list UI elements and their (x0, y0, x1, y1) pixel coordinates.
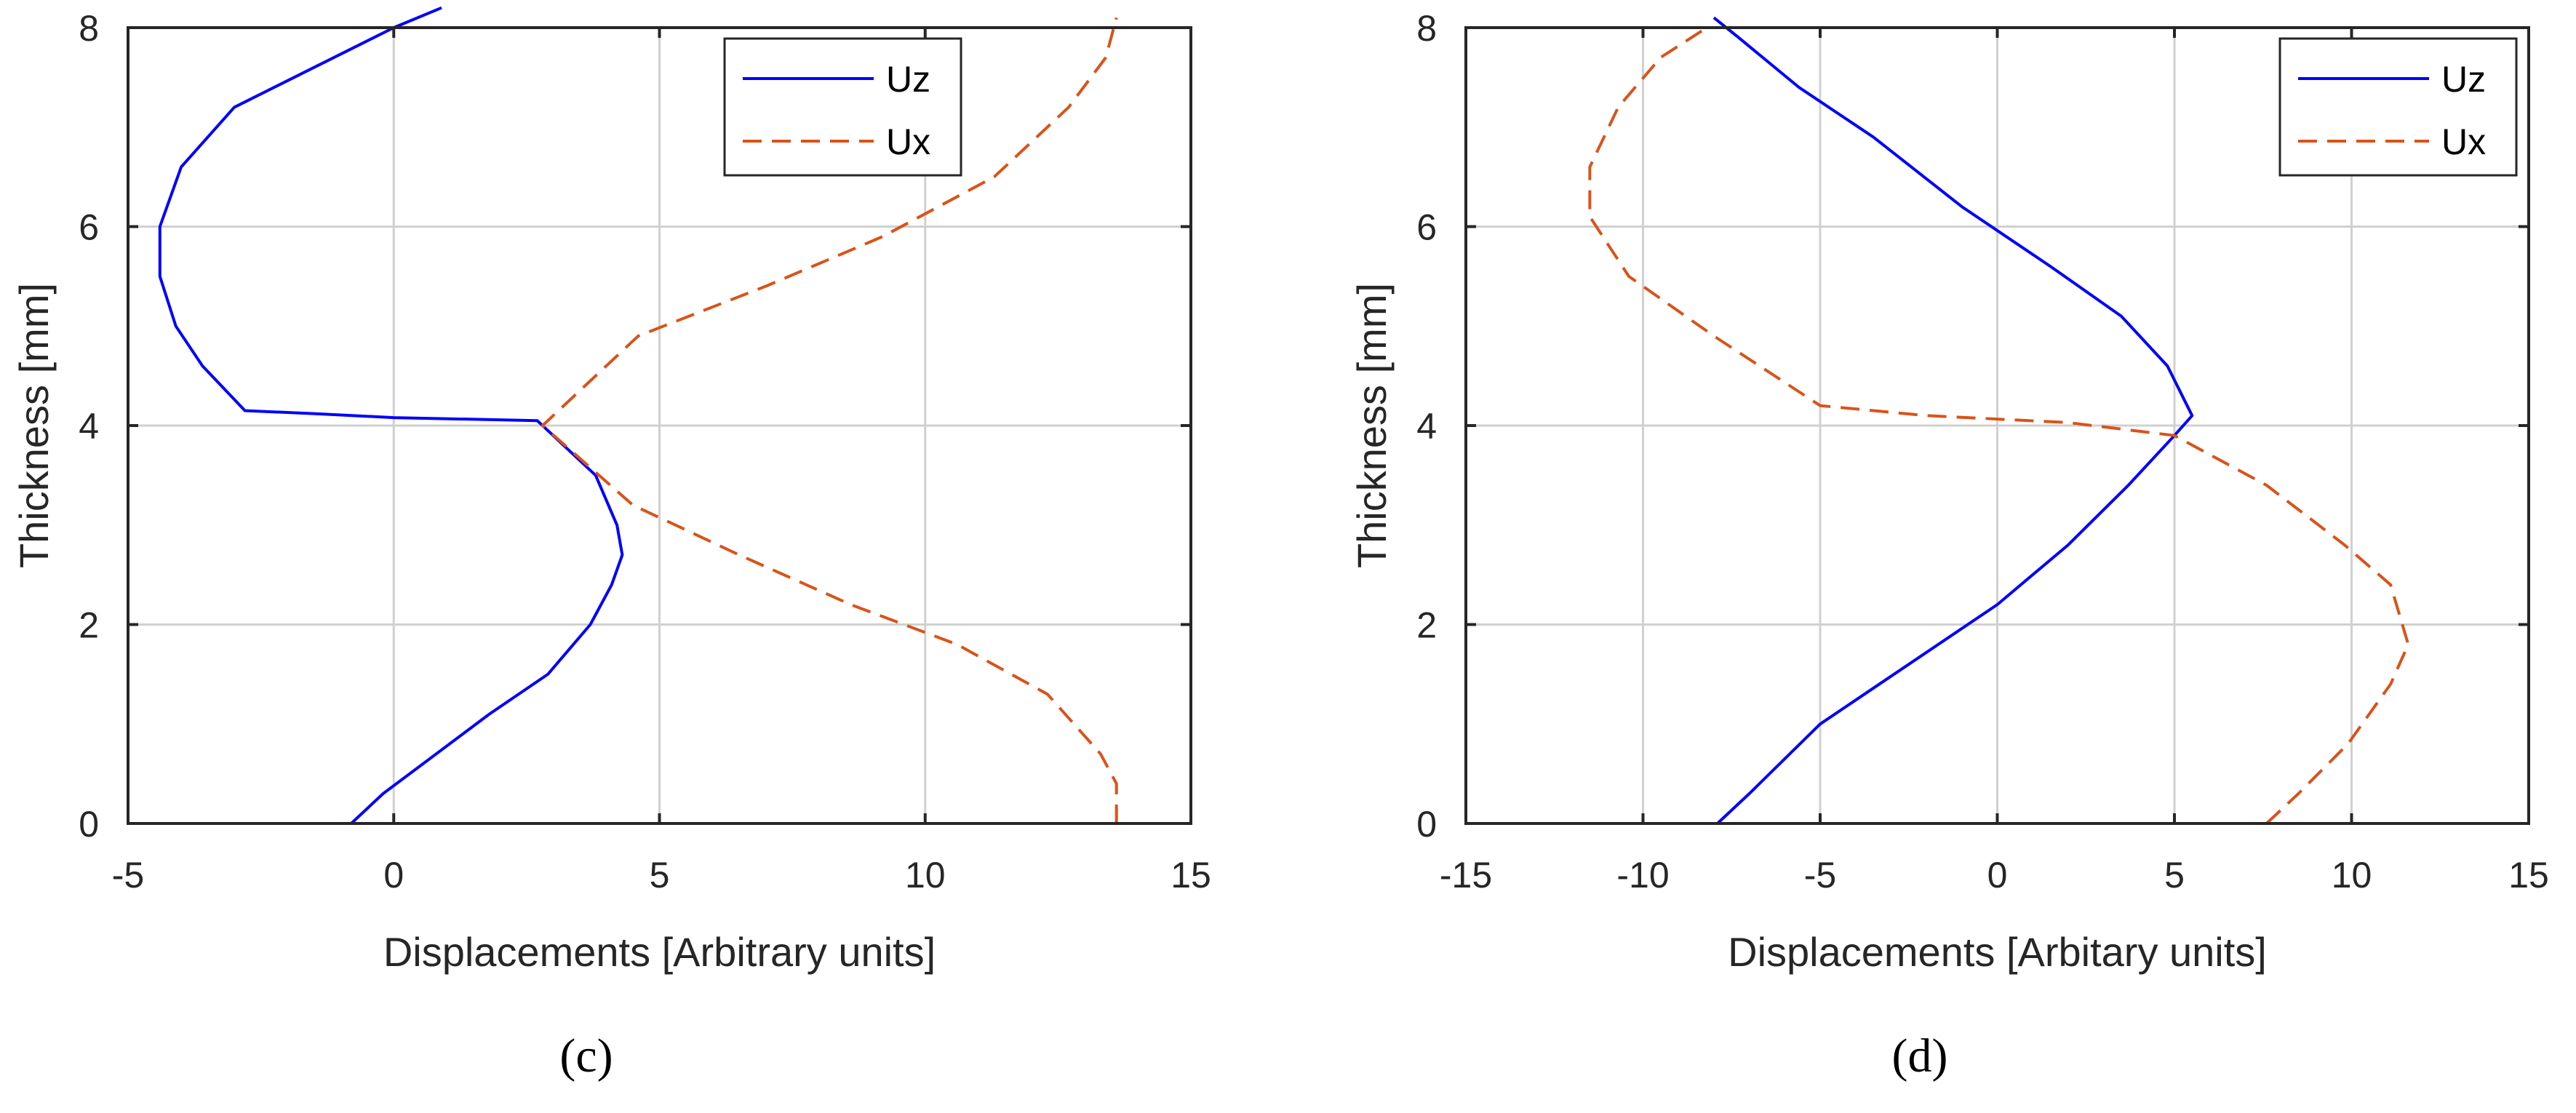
series-line-ux (541, 17, 1118, 823)
x-tick-label: -10 (1616, 855, 1669, 895)
y-tick-label: 2 (79, 605, 99, 646)
legend-box (723, 37, 962, 177)
y-tick-label: 0 (1416, 804, 1437, 845)
y-axis-label: Thickness [mm] (1349, 283, 1395, 568)
x-tick-label: -5 (1804, 855, 1836, 895)
panel-label: (d) (1892, 1029, 1948, 1082)
x-tick-label: 5 (650, 855, 670, 895)
legend-label-uz: Uz (2441, 59, 2486, 100)
series-line-uz (1712, 16, 2194, 825)
x-axis-label: Displacements [Arbitrary units] (383, 929, 936, 975)
x-tick-label: 5 (2164, 855, 2185, 895)
series-line-uz (158, 6, 624, 825)
x-tick-label: 10 (905, 855, 946, 895)
series-line-ux (1588, 26, 2410, 825)
x-tick-label: 10 (2332, 855, 2372, 895)
x-tick-label: -15 (1440, 855, 1492, 895)
y-tick-label: 6 (1416, 207, 1437, 248)
x-tick-label: -5 (112, 855, 144, 895)
legend-label-ux: Ux (886, 121, 930, 162)
panel-label: (c) (559, 1029, 613, 1082)
y-tick-label: 2 (1416, 605, 1437, 646)
x-axis-label: Displacements [Arbitary units] (1728, 929, 2267, 975)
legend-label-ux: Ux (2441, 121, 2486, 162)
y-tick-label: 8 (79, 8, 99, 49)
legend-box (2278, 37, 2518, 177)
x-tick-label: 0 (383, 855, 404, 895)
legend: Uz Ux (2278, 37, 2518, 177)
x-tick-label: 15 (2508, 855, 2549, 895)
chart-panel-d: -15 -10 -5 0 5 10 15 0 2 4 6 8 Displacements [Arbita… (1349, 8, 2549, 1082)
y-axis-label: Thickness [mm] (11, 283, 57, 568)
legend: Uz Ux (723, 37, 962, 177)
y-tick-label: 0 (79, 804, 99, 845)
y-tick-label: 6 (79, 207, 99, 248)
x-tick-label: 15 (1171, 855, 1211, 895)
y-tick-label: 8 (1416, 8, 1437, 49)
y-tick-label: 4 (1416, 406, 1437, 447)
x-tick-label: 0 (1987, 855, 2008, 895)
chart-panel-c: -5 0 5 10 15 0 2 4 6 8 Displacements [Arbitrary un… (11, 6, 1211, 1082)
legend-label-uz: Uz (886, 59, 930, 100)
y-tick-label: 4 (79, 406, 99, 447)
